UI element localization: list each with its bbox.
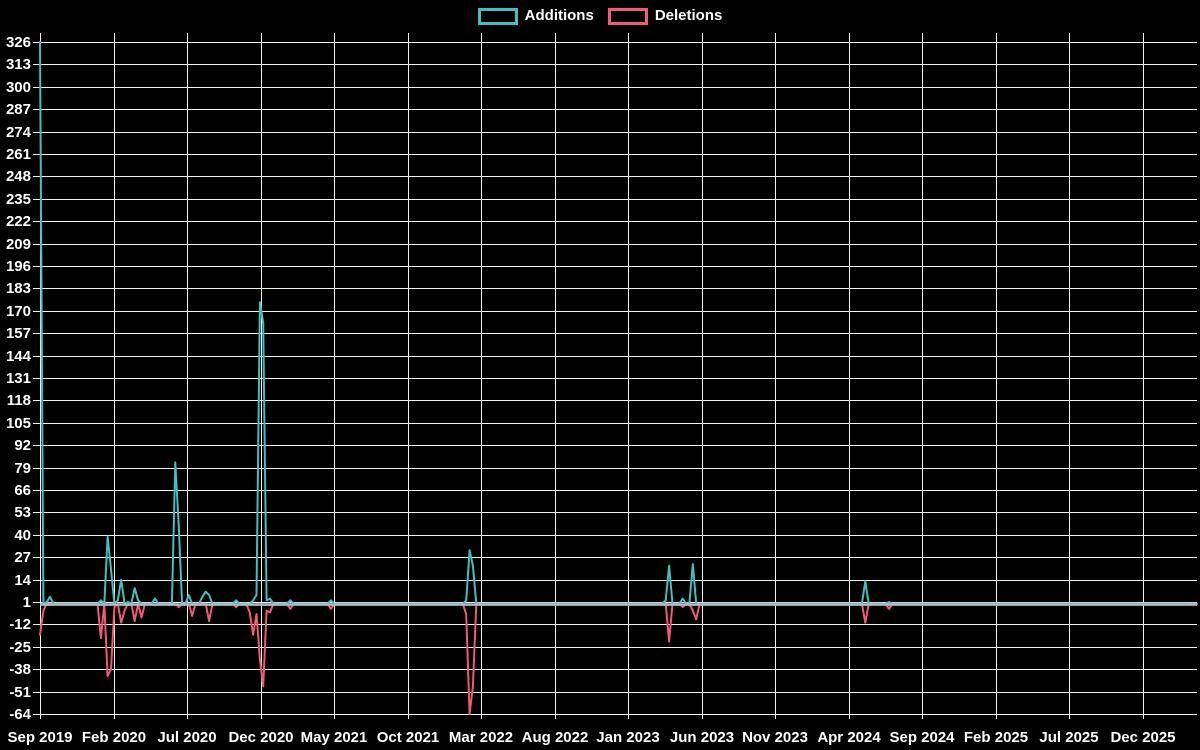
x-tick-label: May 2021 [301,729,368,746]
x-tick-label: Jul 2020 [157,729,216,746]
y-tick-label: 287 [6,101,31,118]
x-axis-labels: Sep 2019 Feb 2020 Jul 2020 Dec 2020 May 2021… [7,729,1175,746]
y-tick-label: 248 [6,168,31,185]
x-tick-label: Mar 2022 [449,729,513,746]
y-tick-label: 40 [14,527,31,544]
additions-swatch-icon [477,7,518,25]
y-tick-label: 313 [6,56,31,73]
x-tick-label: Jun 2023 [670,729,734,746]
deletions-swatch-icon [607,7,648,25]
x-tick-label: Oct 2021 [377,729,440,746]
y-tick-label: -25 [9,639,31,656]
y-tick-label: 53 [14,504,31,521]
y-tick-label: 300 [6,79,31,96]
y-tick-label: 326 [6,34,31,51]
y-tick-label: 118 [7,392,31,409]
additions-line [39,41,1198,605]
x-tick-label: Aug 2022 [522,729,589,746]
y-tick-label: 66 [14,482,31,499]
y-axis-labels: 326 313 300 287 274 261 248 235 222 209 196 183 170 1… [6,34,32,723]
y-tick-label: 196 [6,258,31,275]
y-tick-label: 209 [6,236,31,253]
y-tick-label: -38 [9,661,31,678]
x-tick-label: Feb 2025 [964,729,1028,746]
deletions-line [39,602,1198,715]
x-tick-label: Nov 2023 [742,729,808,746]
chart-legend: Additions Deletions [0,7,1200,25]
legend-item-additions[interactable]: Additions [477,7,594,25]
x-tick-label: Apr 2024 [817,729,881,746]
y-tick-label: 14 [14,572,31,589]
y-tick-label: 1 [23,594,31,611]
y-tick-label: -12 [9,616,31,633]
y-tick-label: 222 [6,213,31,230]
deletions-legend-label: Deletions [654,7,723,24]
y-tick-label: -51 [9,684,31,701]
y-tick-label: 261 [6,146,31,163]
x-tick-label: Dec 2025 [1110,729,1175,746]
additions-legend-label: Additions [524,7,594,24]
y-tick-label: 105 [6,415,31,432]
y-tick-label: 170 [6,303,31,320]
x-tick-label: Dec 2020 [228,729,293,746]
y-tick-label: 131 [6,370,31,387]
y-tick-label: 183 [6,280,31,297]
x-tick-label: Jul 2025 [1039,729,1098,746]
y-tick-label: 274 [6,124,32,141]
y-tick-label: 92 [14,437,31,454]
x-tick-label: Jan 2023 [596,729,659,746]
x-tick-label: Sep 2024 [889,729,955,746]
y-tick-label: 235 [6,191,31,208]
x-tick-label: Feb 2020 [82,729,146,746]
y-tick-label: 27 [14,549,31,566]
y-tick-label: 157 [6,325,31,342]
y-tick-label: 144 [6,348,32,365]
y-tick-label: -64 [9,706,31,723]
legend-item-deletions[interactable]: Deletions [607,7,723,25]
x-tick-label: Sep 2019 [7,729,72,746]
y-tick-label: 79 [14,460,31,477]
